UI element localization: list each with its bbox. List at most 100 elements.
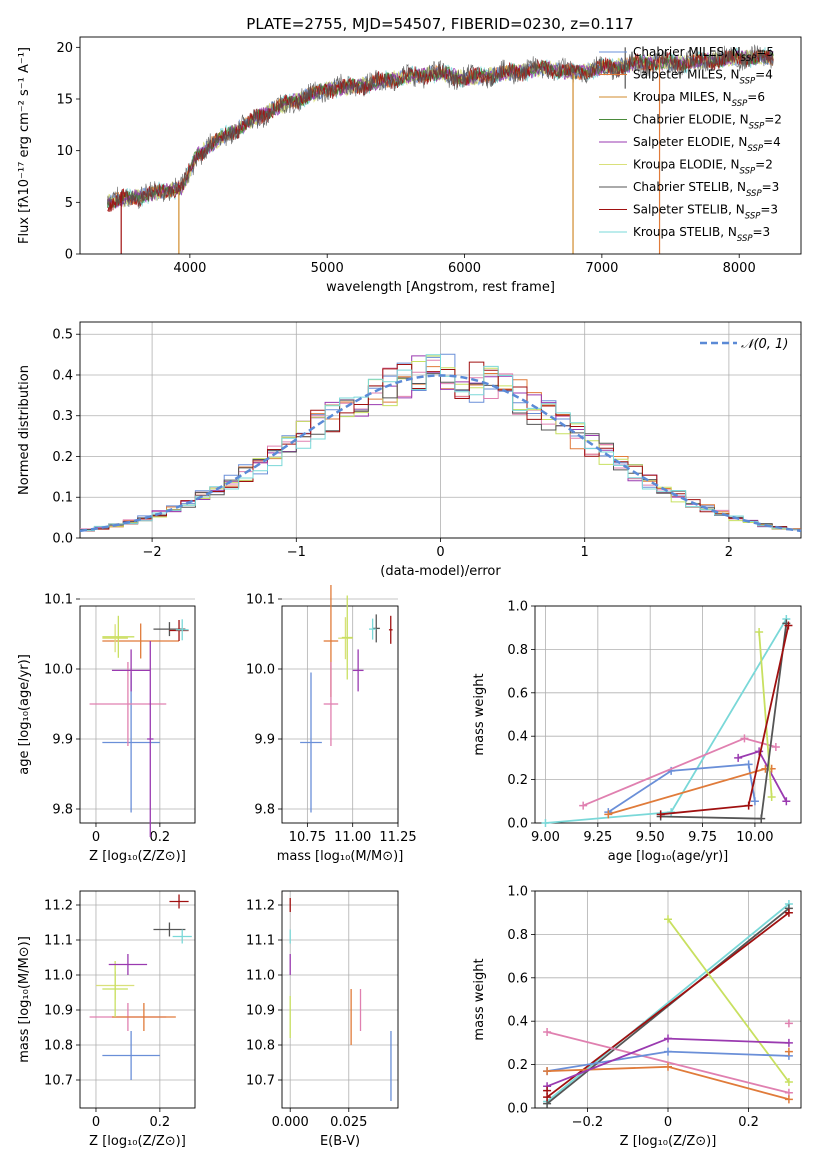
data-point (664, 1062, 672, 1071)
series-line (737, 750, 788, 802)
x-tick-label: 0 (92, 1115, 100, 1130)
axes-frame (281, 890, 399, 1109)
data-point (784, 908, 793, 917)
legend-entry: 𝒩(0, 1) (741, 337, 788, 352)
data-point (784, 1038, 793, 1047)
data-point (757, 814, 766, 823)
chart-age-vs-Z: 0 0.2 9.8 9.9 10.0 10.1 Z [log₁₀(Z/Z⊙)] age [lo… (17, 593, 196, 864)
x-tick-label: 0.000 (272, 1115, 309, 1130)
x-tick-label: 2 (725, 545, 733, 560)
axes-frame (281, 605, 399, 824)
data-point (543, 1067, 552, 1076)
chart-residuals: −2 −1 0 1 2 0.0 0.1 0.2 0.3 0.4 0.5 (data-model)/er… (17, 321, 802, 579)
y-tick-label: 0.2 (52, 450, 73, 465)
chart-age-vs-mass: 10.75 11.00 11.25 9.8 9.9 10.0 10.1 mass [log₁₀… (246, 585, 417, 864)
data-point (740, 734, 749, 743)
y-tick-label: 0.0 (507, 1102, 528, 1117)
series-line (660, 625, 790, 816)
data-point (543, 1086, 552, 1095)
data-point (656, 810, 665, 819)
legend-entry: Kroupa ELODIE, NSSP=2 (633, 158, 773, 177)
y-tick-label: 10.7 (44, 1074, 73, 1089)
y-tick-label: 9.9 (254, 733, 275, 748)
x-tick-label: 0.025 (330, 1115, 367, 1130)
y-tick-label: 10.7 (246, 1074, 275, 1089)
y-tick-label: 1.0 (507, 885, 528, 900)
data-point (755, 628, 764, 637)
data-point (579, 801, 588, 810)
x-tick-label: 0 (664, 1115, 672, 1130)
axes-frame (534, 890, 802, 1109)
y-tick-label: 0.2 (507, 773, 528, 788)
legend-entry: Salpeter MILES, NSSP=4 (633, 68, 773, 87)
series-line (546, 911, 790, 1098)
x-tick-label: 10.75 (289, 830, 326, 845)
series-line (758, 631, 773, 798)
data-point (784, 1019, 793, 1028)
data-point (543, 1028, 552, 1037)
histogram-step (80, 373, 801, 530)
x-tick-label: 5000 (311, 261, 344, 276)
x-tick-label: 0 (92, 830, 100, 845)
x-axis-label: (data-model)/error (380, 564, 501, 579)
y-tick-label: 0.8 (507, 643, 528, 658)
data-point (784, 1077, 793, 1086)
legend-entry: Salpeter ELODIE, NSSP=4 (633, 135, 781, 154)
y-tick-label: 0.0 (507, 817, 528, 832)
y-axis-label: Normed distribution (17, 365, 32, 495)
x-axis-label: age [log₁₀(age/yr)] (608, 849, 729, 864)
data-point (541, 819, 550, 827)
y-tick-label: 10.8 (246, 1039, 275, 1054)
data-point (782, 797, 791, 806)
spectrum-line (107, 49, 774, 209)
y-tick-label: 9.8 (52, 803, 73, 818)
chart-spectrum: 4000 5000 6000 7000 8000 0 5 10 15 20 wavelength [… (17, 36, 802, 295)
axes-frame (79, 36, 802, 255)
figure-title: PLATE=2755, MJD=54507, FIBERID=0230, z=0… (246, 15, 633, 33)
x-tick-label: 11.00 (334, 830, 371, 845)
data-point (734, 753, 743, 762)
y-tick-label: 11.2 (44, 899, 73, 914)
y-tick-label: 0.1 (52, 491, 73, 506)
x-tick-label: 9.00 (531, 830, 560, 845)
data-point (784, 1095, 793, 1104)
x-tick-label: 9.75 (688, 830, 717, 845)
x-tick-label: 9.50 (636, 830, 665, 845)
series-line (546, 903, 790, 1103)
series-line (546, 1031, 790, 1094)
y-axis-label: age [log₁₀(age/yr)] (17, 654, 32, 775)
y-tick-label: 5 (65, 196, 73, 211)
y-tick-label: 0.4 (507, 1015, 528, 1030)
data-point (664, 1047, 672, 1056)
y-axis-label: mass weight (472, 673, 487, 755)
x-axis-label: Z [log₁₀(Z/Z⊙)] (89, 849, 186, 864)
y-tick-label: 11.1 (246, 934, 275, 949)
y-tick-label: 0.6 (507, 686, 528, 701)
legend-entry: Chabrier MILES, NSSP=5 (633, 45, 774, 64)
axes-frame (534, 605, 802, 824)
y-tick-label: 0.5 (52, 328, 73, 343)
series-line (667, 918, 790, 1083)
x-tick-label: 8000 (723, 261, 756, 276)
y-tick-label: 9.9 (52, 733, 73, 748)
legend-entry: Kroupa STELIB, NSSP=3 (633, 225, 770, 244)
y-tick-label: 11.0 (246, 969, 275, 984)
x-tick-label: 0.2 (150, 1115, 171, 1130)
data-point (604, 810, 613, 819)
axes-frame (79, 890, 196, 1109)
y-tick-label: 0.8 (507, 928, 528, 943)
y-axis-label: mass weight (472, 958, 487, 1040)
y-tick-label: 0.0 (52, 532, 73, 547)
x-tick-label: −0.2 (572, 1115, 604, 1130)
y-tick-label: 0 (65, 248, 73, 263)
y-tick-label: 10.9 (246, 1004, 275, 1019)
y-tick-label: 10.1 (246, 593, 275, 608)
y-tick-label: 9.8 (254, 803, 275, 818)
y-tick-label: 10.8 (44, 1039, 73, 1054)
data-point (664, 1034, 672, 1043)
x-tick-label: 4000 (173, 261, 206, 276)
y-tick-label: 11.0 (44, 969, 73, 984)
y-tick-label: 10.0 (44, 663, 73, 678)
x-tick-label: 0.2 (738, 1115, 759, 1130)
x-tick-label: 7000 (585, 261, 618, 276)
